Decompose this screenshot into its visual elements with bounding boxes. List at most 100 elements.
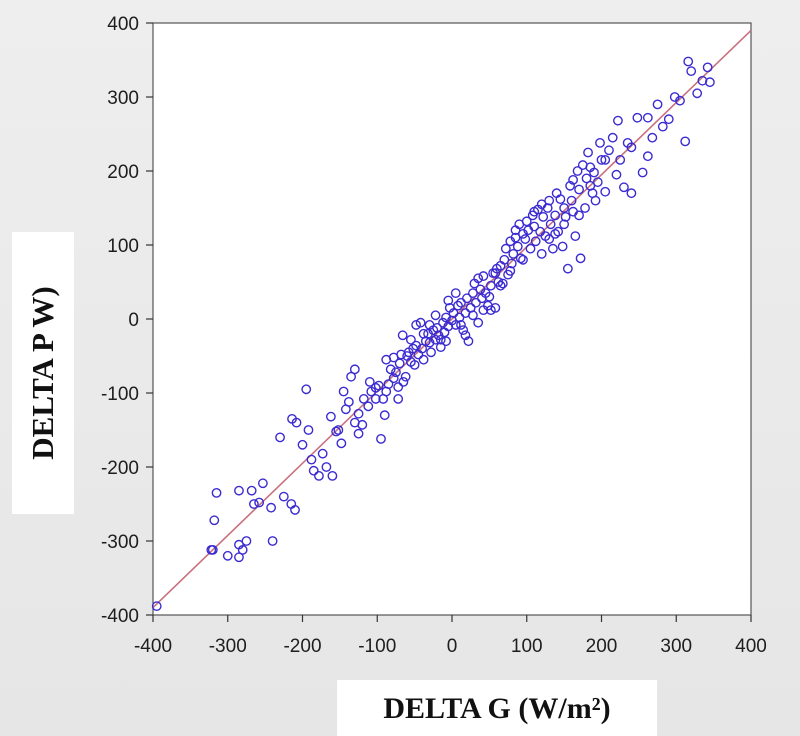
scatter-point (683, 56, 694, 67)
scatter-point (637, 167, 648, 178)
scatter-point (675, 95, 685, 106)
y-axis-title: DELTA P W) (25, 286, 60, 459)
scatter-point (234, 485, 244, 496)
scatter-point (370, 394, 381, 404)
scatter-point (505, 265, 516, 276)
scatter-point (327, 470, 338, 481)
scatter-point (353, 408, 364, 419)
x-tick-label: 0 (447, 636, 458, 657)
y-tick-label: 100 (107, 236, 139, 257)
scatter-point (604, 145, 614, 156)
scatter-point (600, 154, 611, 165)
scatter-point (663, 114, 674, 125)
scatter-point (460, 330, 471, 341)
scatter-point (418, 328, 429, 339)
scatter-point (343, 396, 354, 407)
scatter-point (206, 544, 217, 555)
scatter-point (336, 438, 347, 449)
scatter-point (566, 195, 577, 206)
scatter-point (321, 462, 332, 472)
scatter-point (529, 221, 540, 232)
scatter-point (657, 121, 668, 132)
scatter-point (560, 211, 571, 222)
y-axis: -400 -300 -200 -100 0 100 200 300 400 (101, 14, 153, 627)
scatter-point (388, 373, 399, 384)
scatter-point (570, 231, 581, 242)
scatter-point (520, 234, 531, 244)
scatter-point (314, 470, 324, 481)
scatter-point (542, 203, 553, 213)
scatter-point (450, 320, 461, 330)
scatter-point (559, 203, 570, 213)
x-tick-label: 300 (660, 636, 692, 657)
scatter-point (278, 491, 289, 502)
scatter-point (411, 320, 422, 330)
x-tick-label: -200 (283, 636, 321, 657)
scatter-point (409, 359, 420, 370)
scatter-point (550, 228, 561, 239)
scatter-point (379, 410, 390, 421)
scatter-point (575, 253, 586, 264)
scatter-point (559, 219, 570, 230)
x-tick-label: -300 (209, 636, 247, 657)
scatter-point (383, 379, 394, 390)
scatter-point (619, 182, 629, 193)
scatter-point (553, 226, 564, 237)
scatter-point (458, 325, 469, 335)
scatter-point (441, 336, 451, 347)
scatter-point (632, 112, 643, 123)
scatter-point (580, 203, 590, 213)
y-tick-label: 0 (128, 310, 139, 331)
scatter-point (626, 188, 637, 199)
scatter-point (497, 278, 508, 289)
scatter-point (363, 401, 374, 412)
scatter-point (585, 162, 596, 173)
scatter-point (358, 394, 369, 404)
y-tick-label: 300 (107, 88, 139, 109)
scatter-point (495, 280, 506, 291)
x-axis-title-box (337, 680, 657, 736)
scatter-point (211, 487, 222, 498)
scatter-point (544, 234, 555, 244)
scatter-point (385, 364, 396, 375)
scatter-point (241, 536, 252, 546)
scatter-point (443, 295, 454, 306)
scatter-point (405, 334, 416, 345)
scatter-point (510, 232, 521, 243)
scatter-point (346, 371, 356, 382)
scatter-point (583, 147, 593, 158)
scatter-point (222, 550, 233, 561)
scatter-point (484, 291, 495, 302)
scatter-point (473, 317, 484, 328)
scatter-point (249, 499, 259, 509)
scatter-point (613, 115, 623, 126)
y-tick-label: -300 (101, 532, 139, 553)
scatter-point (373, 380, 384, 391)
scatter-point (257, 478, 268, 489)
scatter-point (453, 300, 463, 311)
scatter-point (574, 210, 584, 221)
scatter-point (151, 601, 162, 612)
scatter-point (686, 66, 697, 77)
scatter-point (308, 465, 319, 476)
points-layer (151, 56, 715, 612)
scatter-point (626, 142, 637, 153)
scatter-point (490, 302, 501, 313)
scatter-point (506, 258, 517, 269)
scatter-point (303, 425, 314, 435)
scatter-point (692, 88, 703, 99)
scatter-point (485, 305, 496, 316)
scatter-point (565, 180, 576, 191)
scatter-point (353, 428, 364, 439)
scatter-point (697, 75, 708, 86)
scatter-point (611, 169, 622, 180)
scatter-point (441, 312, 451, 323)
scatter-point (297, 439, 308, 450)
scatter-point (418, 354, 429, 365)
y-tick-label: 400 (107, 14, 139, 35)
x-tick-label: 200 (586, 636, 618, 657)
scatter-point (287, 413, 297, 424)
scatter-point (254, 497, 265, 508)
scatter-point (370, 382, 381, 393)
x-axis: -400 -300 -200 -100 0 100 200 300 400 (134, 615, 767, 657)
